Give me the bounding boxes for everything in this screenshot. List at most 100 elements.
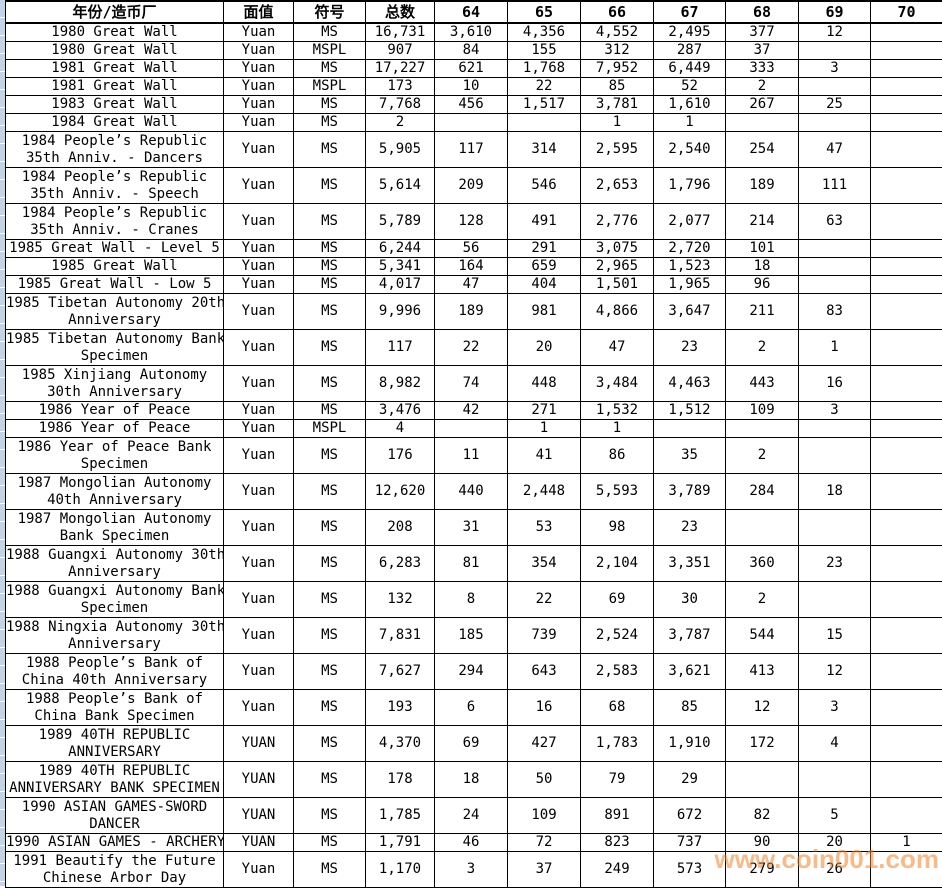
issue-name-cell: 1990 ASIAN GAMES - ARCHERY	[6, 834, 224, 852]
value-cell	[799, 582, 871, 618]
value-cell: MS	[294, 510, 366, 546]
value-cell: 3,621	[654, 654, 726, 690]
value-cell: 3,781	[581, 96, 654, 114]
value-cell: 17,227	[366, 60, 435, 78]
value-cell: YUAN	[224, 726, 294, 762]
value-cell: 3,484	[581, 366, 654, 402]
value-cell: 155	[508, 42, 581, 60]
value-cell: 3	[799, 402, 871, 420]
column-header-6: 66	[581, 1, 654, 23]
value-cell: 4,370	[366, 726, 435, 762]
value-cell: 23	[799, 546, 871, 582]
value-cell: 53	[508, 510, 581, 546]
value-cell: Yuan	[224, 330, 294, 366]
value-cell: MS	[294, 762, 366, 798]
column-header-4: 64	[435, 1, 508, 23]
value-cell: 1,532	[581, 402, 654, 420]
value-cell: Yuan	[224, 168, 294, 204]
value-cell: 2,495	[654, 23, 726, 42]
value-cell: Yuan	[224, 276, 294, 294]
value-cell: 24	[435, 798, 508, 834]
value-cell: 18	[799, 474, 871, 510]
value-cell: 1	[871, 834, 942, 852]
value-cell	[871, 330, 942, 366]
value-cell: 23	[654, 510, 726, 546]
value-cell: 96	[726, 276, 799, 294]
value-cell: MS	[294, 276, 366, 294]
value-cell: 823	[581, 834, 654, 852]
value-cell: MS	[294, 834, 366, 852]
value-cell: 189	[435, 294, 508, 330]
value-cell: MS	[294, 798, 366, 834]
value-cell: MSPL	[294, 420, 366, 438]
value-cell: 573	[654, 852, 726, 888]
value-cell: MS	[294, 402, 366, 420]
value-cell: YUAN	[224, 762, 294, 798]
value-cell: 312	[581, 42, 654, 60]
value-cell	[871, 23, 942, 42]
value-cell: 3,647	[654, 294, 726, 330]
value-cell: 3,610	[435, 23, 508, 42]
value-cell: 16	[508, 690, 581, 726]
value-cell: Yuan	[224, 78, 294, 96]
value-cell: 117	[366, 330, 435, 366]
value-cell: 69	[581, 582, 654, 618]
value-cell	[871, 582, 942, 618]
value-cell: 18	[435, 762, 508, 798]
value-cell: 101	[726, 240, 799, 258]
value-cell: 2,077	[654, 204, 726, 240]
value-cell: 491	[508, 204, 581, 240]
issue-name-cell: 1980 Great Wall	[6, 23, 224, 42]
value-cell: 25	[799, 96, 871, 114]
value-cell: 37	[508, 852, 581, 888]
value-cell: 117	[435, 132, 508, 168]
value-cell: 6,449	[654, 60, 726, 78]
value-cell	[871, 798, 942, 834]
value-cell: 208	[366, 510, 435, 546]
value-cell	[435, 420, 508, 438]
value-cell: 2,595	[581, 132, 654, 168]
value-cell: 83	[799, 294, 871, 330]
value-cell: MS	[294, 852, 366, 888]
value-cell: 172	[726, 726, 799, 762]
value-cell	[871, 114, 942, 132]
value-cell	[871, 618, 942, 654]
value-cell: Yuan	[224, 618, 294, 654]
value-cell: 82	[726, 798, 799, 834]
value-cell: MSPL	[294, 78, 366, 96]
value-cell: Yuan	[224, 23, 294, 42]
value-cell: Yuan	[224, 294, 294, 330]
value-cell: 5,905	[366, 132, 435, 168]
value-cell	[871, 726, 942, 762]
value-cell: 16,731	[366, 23, 435, 42]
value-cell: YUAN	[224, 798, 294, 834]
value-cell: 5,614	[366, 168, 435, 204]
value-cell: Yuan	[224, 60, 294, 78]
value-cell: 2,720	[654, 240, 726, 258]
value-cell: 360	[726, 546, 799, 582]
value-cell: 189	[726, 168, 799, 204]
value-cell: 8	[435, 582, 508, 618]
value-cell	[871, 168, 942, 204]
value-cell	[726, 762, 799, 798]
